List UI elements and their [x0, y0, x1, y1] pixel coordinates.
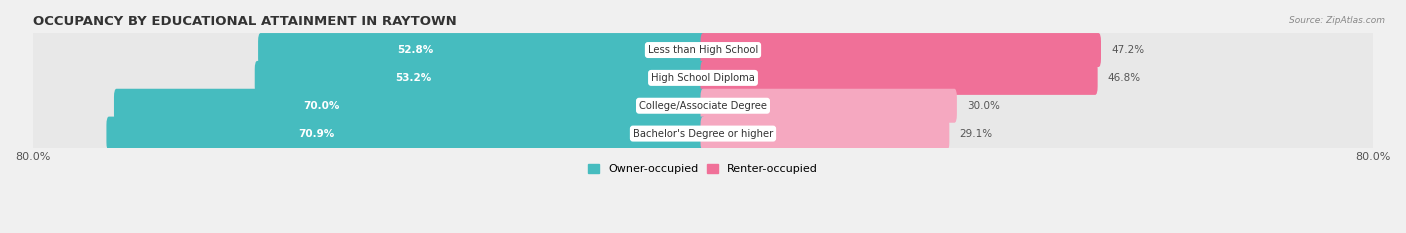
FancyBboxPatch shape [32, 54, 1374, 102]
FancyBboxPatch shape [700, 33, 1101, 67]
FancyBboxPatch shape [700, 89, 957, 123]
FancyBboxPatch shape [32, 82, 1374, 130]
FancyBboxPatch shape [114, 89, 706, 123]
FancyBboxPatch shape [700, 116, 949, 151]
Text: Less than High School: Less than High School [648, 45, 758, 55]
Legend: Owner-occupied, Renter-occupied: Owner-occupied, Renter-occupied [583, 159, 823, 178]
FancyBboxPatch shape [254, 61, 706, 95]
Text: College/Associate Degree: College/Associate Degree [638, 101, 768, 111]
Text: 70.0%: 70.0% [304, 101, 340, 111]
Text: High School Diploma: High School Diploma [651, 73, 755, 83]
Text: 70.9%: 70.9% [298, 129, 335, 139]
Text: OCCUPANCY BY EDUCATIONAL ATTAINMENT IN RAYTOWN: OCCUPANCY BY EDUCATIONAL ATTAINMENT IN R… [32, 15, 457, 28]
Text: 30.0%: 30.0% [967, 101, 1000, 111]
FancyBboxPatch shape [32, 110, 1374, 158]
Text: Source: ZipAtlas.com: Source: ZipAtlas.com [1289, 16, 1385, 25]
FancyBboxPatch shape [107, 116, 706, 151]
Text: 46.8%: 46.8% [1108, 73, 1140, 83]
Text: 53.2%: 53.2% [395, 73, 432, 83]
Text: 47.2%: 47.2% [1111, 45, 1144, 55]
FancyBboxPatch shape [259, 33, 706, 67]
FancyBboxPatch shape [700, 61, 1098, 95]
Text: Bachelor's Degree or higher: Bachelor's Degree or higher [633, 129, 773, 139]
FancyBboxPatch shape [32, 26, 1374, 74]
Text: 29.1%: 29.1% [959, 129, 993, 139]
Text: 52.8%: 52.8% [398, 45, 433, 55]
